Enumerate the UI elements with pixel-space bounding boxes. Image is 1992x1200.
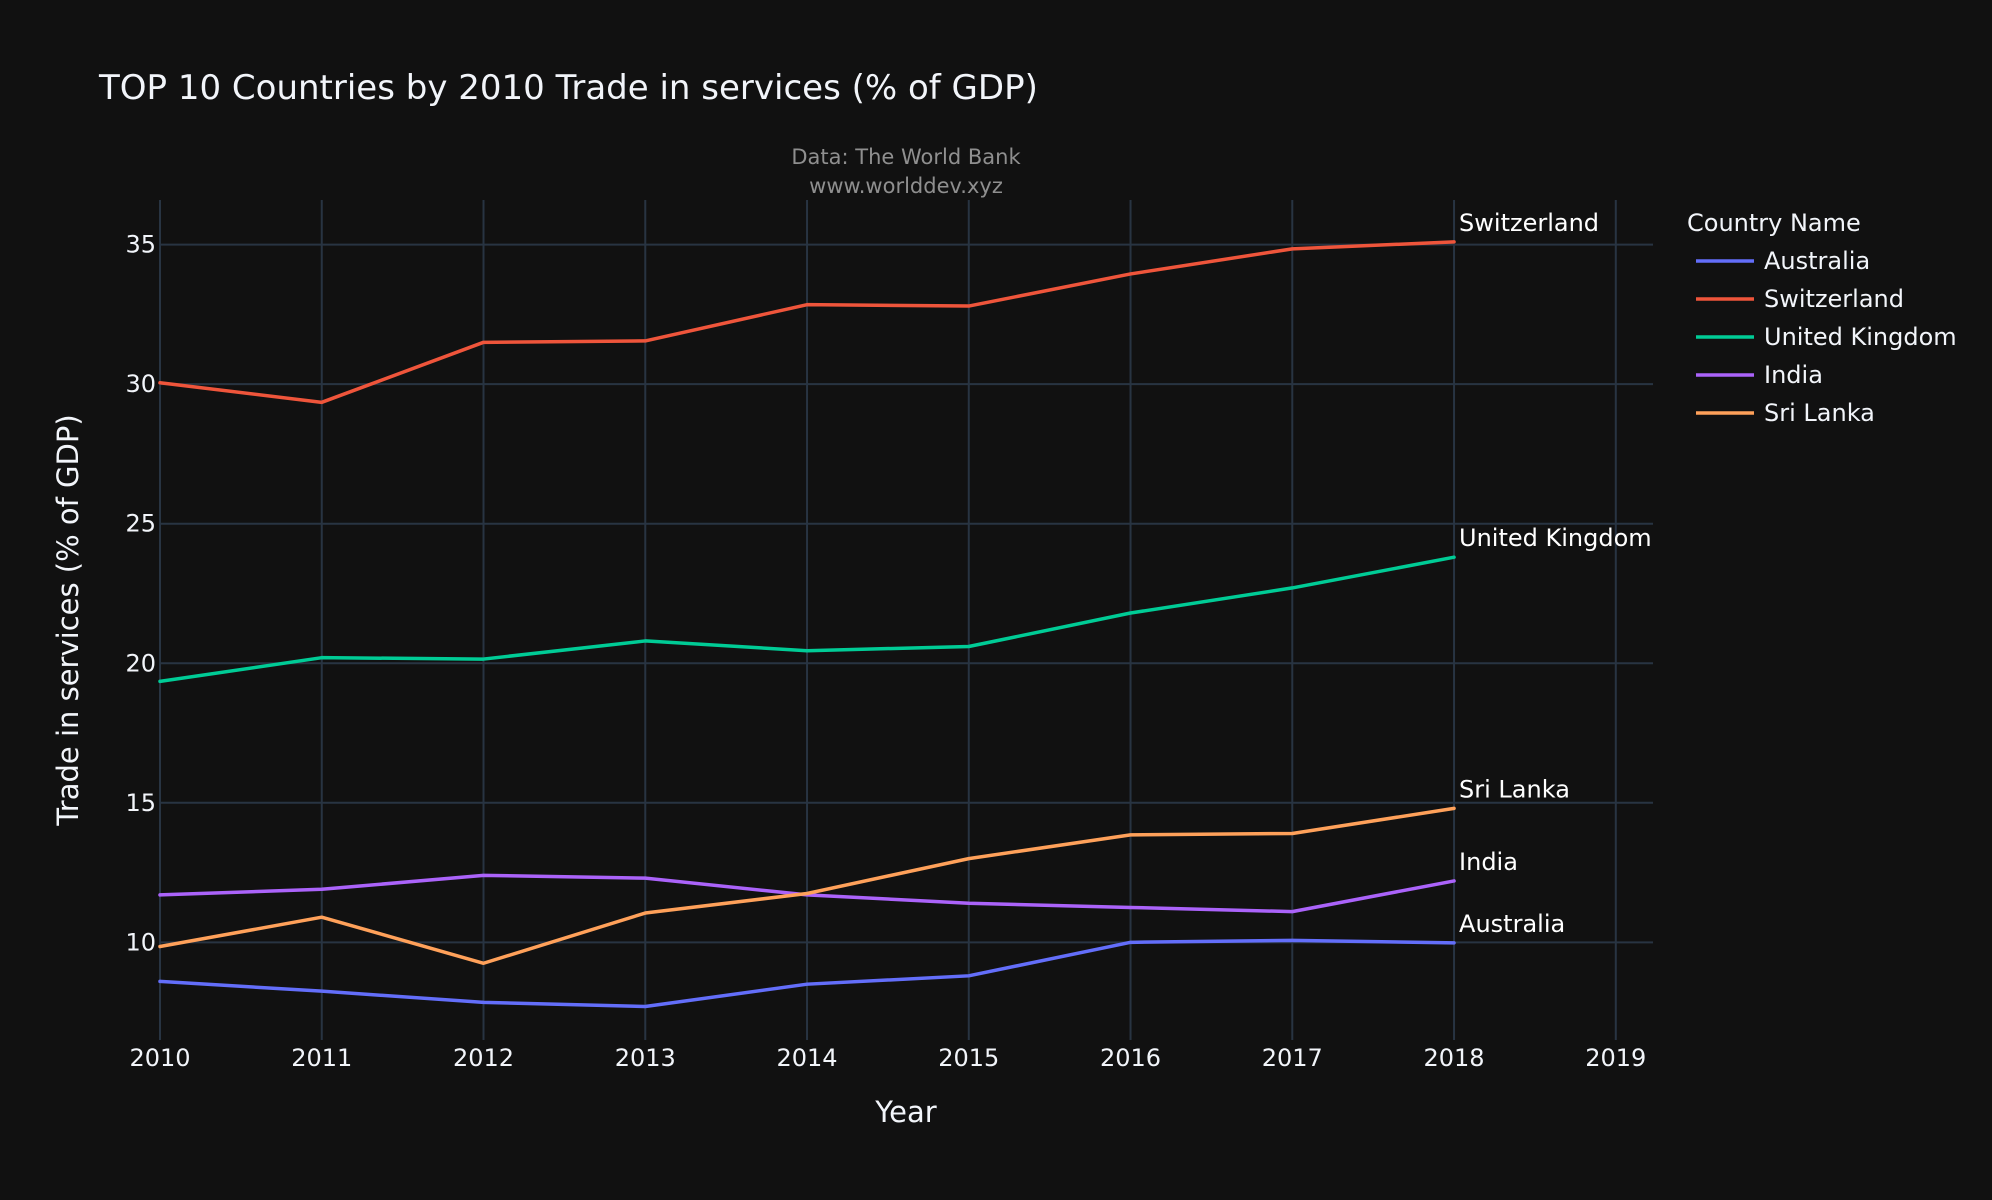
legend-title: Country Name bbox=[1687, 209, 1861, 237]
legend-label: Australia bbox=[1764, 247, 1870, 275]
legend-label: India bbox=[1764, 361, 1823, 389]
series-lines bbox=[158, 240, 1456, 1009]
y-axis-ticks: 10 15 20 25 30 35 bbox=[125, 231, 156, 957]
end-label-sri-lanka: Sri Lanka bbox=[1459, 775, 1570, 803]
x-tick-label: 2014 bbox=[776, 1044, 837, 1072]
x-tick-label: 2018 bbox=[1424, 1044, 1485, 1072]
x-tick-label: 2017 bbox=[1262, 1044, 1323, 1072]
x-tick-label: 2016 bbox=[1100, 1044, 1161, 1072]
legend-item-sri-lanka[interactable]: Sri Lanka bbox=[1696, 399, 1875, 427]
y-tick-label: 35 bbox=[125, 231, 156, 259]
y-tick-label: 15 bbox=[125, 789, 156, 817]
legend-items: Australia Switzerland United Kingdom India S… bbox=[1696, 247, 1957, 427]
y-tick-label: 20 bbox=[125, 649, 156, 677]
series-line-united-kingdom[interactable] bbox=[158, 555, 1456, 684]
x-tick-label: 2011 bbox=[291, 1044, 352, 1072]
series-line-switzerland[interactable] bbox=[158, 240, 1456, 405]
legend-label: Sri Lanka bbox=[1764, 399, 1875, 427]
end-label-india: India bbox=[1459, 848, 1518, 876]
x-axis-title: Year bbox=[874, 1095, 936, 1129]
x-tick-label: 2013 bbox=[615, 1044, 676, 1072]
x-tick-label: 2015 bbox=[938, 1044, 999, 1072]
series-line-sri-lanka[interactable] bbox=[158, 806, 1456, 966]
end-label-switzerland: Switzerland bbox=[1459, 209, 1599, 237]
chart-subtitle-url: www.worlddev.xyz bbox=[809, 174, 1003, 198]
chart-title: TOP 10 Countries by 2010 Trade in servic… bbox=[98, 68, 1038, 108]
end-label-united-kingdom: United Kingdom bbox=[1459, 524, 1652, 552]
legend-item-australia[interactable]: Australia bbox=[1696, 247, 1870, 275]
legend-item-india[interactable]: India bbox=[1696, 361, 1823, 389]
line-end-labels: Australia Switzerland United Kingdom India S… bbox=[1459, 209, 1652, 938]
legend-item-united-kingdom[interactable]: United Kingdom bbox=[1696, 323, 1957, 351]
legend[interactable]: Country Name Australia Switzerland United … bbox=[1687, 209, 1957, 427]
y-tick-label: 30 bbox=[125, 370, 156, 398]
x-tick-label: 2019 bbox=[1585, 1044, 1646, 1072]
x-axis-ticks: 2010 2011 2012 2013 2014 2015 2016 2017 2018 2019 bbox=[129, 1044, 1646, 1072]
y-axis-title: Trade in services (% of GDP) bbox=[51, 414, 85, 826]
end-label-australia: Australia bbox=[1459, 910, 1565, 938]
legend-label: Switzerland bbox=[1764, 285, 1904, 313]
y-tick-label: 10 bbox=[125, 928, 156, 956]
legend-item-switzerland[interactable]: Switzerland bbox=[1696, 285, 1904, 313]
y-tick-label: 25 bbox=[125, 510, 156, 538]
chart-subtitle-source: Data: The World Bank bbox=[791, 145, 1021, 169]
x-tick-label: 2010 bbox=[129, 1044, 190, 1072]
x-tick-label: 2012 bbox=[453, 1044, 514, 1072]
series-line-australia[interactable] bbox=[158, 938, 1456, 1009]
legend-label: United Kingdom bbox=[1764, 323, 1957, 351]
